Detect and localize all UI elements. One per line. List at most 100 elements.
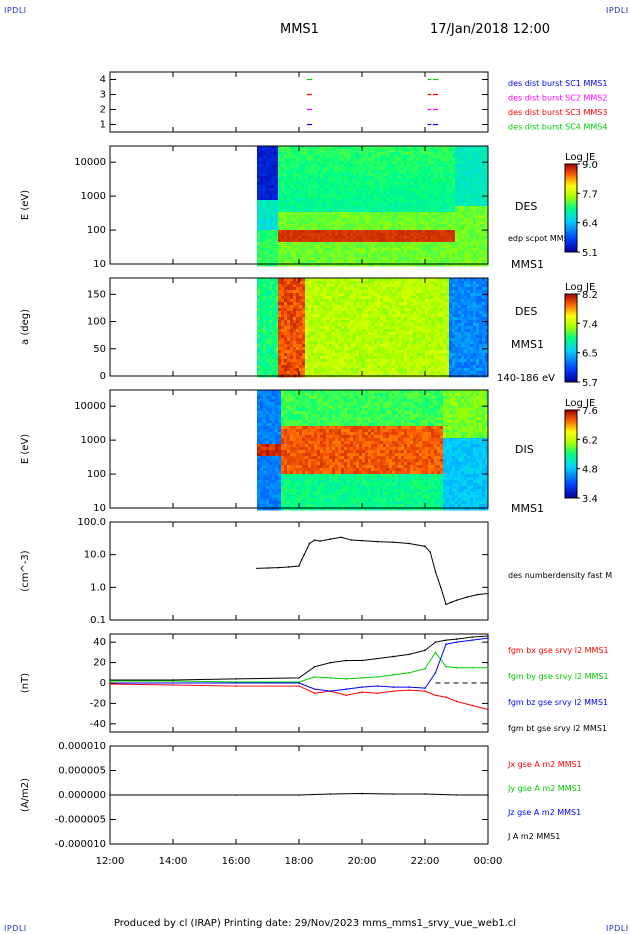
heatmap-cell: [374, 221, 378, 225]
heatmap-cell: [470, 251, 474, 255]
heatmap-cell: [344, 149, 348, 153]
heatmap-cell: [380, 236, 384, 240]
heatmap-cell: [326, 245, 330, 249]
heatmap-cell: [398, 191, 402, 195]
heatmap-cell: [287, 149, 291, 153]
heatmap-cell: [473, 245, 477, 249]
heatmap-cell: [293, 347, 297, 351]
heatmap-cell: [281, 158, 285, 162]
heatmap-cell: [392, 293, 396, 297]
heatmap-cell: [278, 305, 282, 309]
heatmap-cell: [356, 353, 360, 357]
heatmap-cell: [311, 362, 315, 366]
heatmap-cell: [314, 242, 318, 246]
heatmap-cell: [371, 161, 375, 165]
heatmap-cell: [299, 335, 303, 339]
heatmap-cell: [266, 362, 270, 366]
heatmap-cell: [395, 146, 399, 150]
heatmap-cell: [377, 365, 381, 369]
heatmap-cell: [470, 200, 474, 204]
heatmap-cell: [482, 254, 486, 258]
heatmap-cell: [440, 191, 444, 195]
heatmap-cell: [410, 233, 414, 237]
heatmap-cell: [305, 149, 309, 153]
heatmap-cell: [311, 239, 315, 243]
heatmap-cell: [374, 209, 378, 213]
heatmap-cell: [290, 218, 294, 222]
heatmap-cell: [371, 212, 375, 216]
heatmap-cell: [293, 305, 297, 309]
heatmap-cell: [320, 152, 324, 156]
heatmap-cell: [344, 287, 348, 291]
heatmap-cell: [353, 329, 357, 333]
heatmap-cell: [329, 326, 333, 330]
heatmap-cell: [407, 155, 411, 159]
heatmap-cell: [296, 149, 300, 153]
heatmap-cell: [449, 182, 453, 186]
heatmap-cell: [371, 251, 375, 255]
heatmap-cell: [266, 245, 270, 249]
heatmap-cell: [413, 197, 417, 201]
heatmap-cell: [383, 233, 387, 237]
heatmap-cell: [341, 164, 345, 168]
heatmap-cell: [341, 173, 345, 177]
heatmap-cell: [383, 227, 387, 231]
heatmap-cell: [383, 335, 387, 339]
heatmap-cell: [275, 158, 279, 162]
heatmap-cell: [419, 308, 423, 312]
heatmap-cell: [446, 263, 450, 267]
heatmap-cell: [311, 314, 315, 318]
heatmap-cell: [449, 203, 453, 207]
heatmap-cell: [374, 164, 378, 168]
heatmap-cell: [329, 350, 333, 354]
heatmap-cell: [482, 203, 486, 207]
heatmap-cell: [356, 332, 360, 336]
heatmap-cell: [299, 188, 303, 192]
heatmap-cell: [335, 146, 339, 150]
heatmap-cell: [386, 248, 390, 252]
heatmap-cell: [272, 215, 276, 219]
heatmap-cell: [317, 236, 321, 240]
heatmap-cell: [305, 257, 309, 261]
heatmap-cell: [335, 338, 339, 342]
heatmap-cell: [380, 251, 384, 255]
heatmap-cell: [281, 308, 285, 312]
heatmap-cell: [452, 167, 456, 171]
heatmap-cell: [377, 149, 381, 153]
heatmap-cell: [401, 218, 405, 222]
heatmap-cell: [377, 320, 381, 324]
heatmap-cell: [257, 359, 261, 363]
heatmap-cell: [473, 173, 477, 177]
heatmap-cell: [365, 152, 369, 156]
heatmap-cell: [269, 308, 273, 312]
heatmap-cell: [350, 281, 354, 285]
heatmap-cell: [356, 317, 360, 321]
heatmap-cell: [344, 347, 348, 351]
heatmap-cell: [341, 254, 345, 258]
heatmap-cell: [374, 326, 378, 330]
heatmap-cell: [422, 194, 426, 198]
heatmap-cell: [434, 209, 438, 213]
heatmap-cell: [257, 341, 261, 345]
heatmap-cell: [437, 254, 441, 258]
heatmap-cell: [350, 368, 354, 372]
heatmap-cell: [338, 323, 342, 327]
heatmap-cell: [434, 179, 438, 183]
heatmap-cell: [359, 185, 363, 189]
heatmap-cell: [302, 344, 306, 348]
heatmap-cell: [305, 227, 309, 231]
heatmap-cell: [281, 341, 285, 345]
heatmap-cell: [380, 233, 384, 237]
heatmap-cell: [401, 329, 405, 333]
heatmap-cell: [281, 182, 285, 186]
heatmap-cell: [257, 356, 261, 360]
heatmap-cell: [362, 344, 366, 348]
heatmap-cell: [398, 164, 402, 168]
heatmap-cell: [407, 191, 411, 195]
heatmap-cell: [398, 365, 402, 369]
heatmap-cell: [260, 305, 264, 309]
heatmap-cell: [482, 212, 486, 216]
heatmap-cell: [266, 248, 270, 252]
heatmap-cell: [317, 158, 321, 162]
heatmap-cell: [278, 317, 282, 321]
